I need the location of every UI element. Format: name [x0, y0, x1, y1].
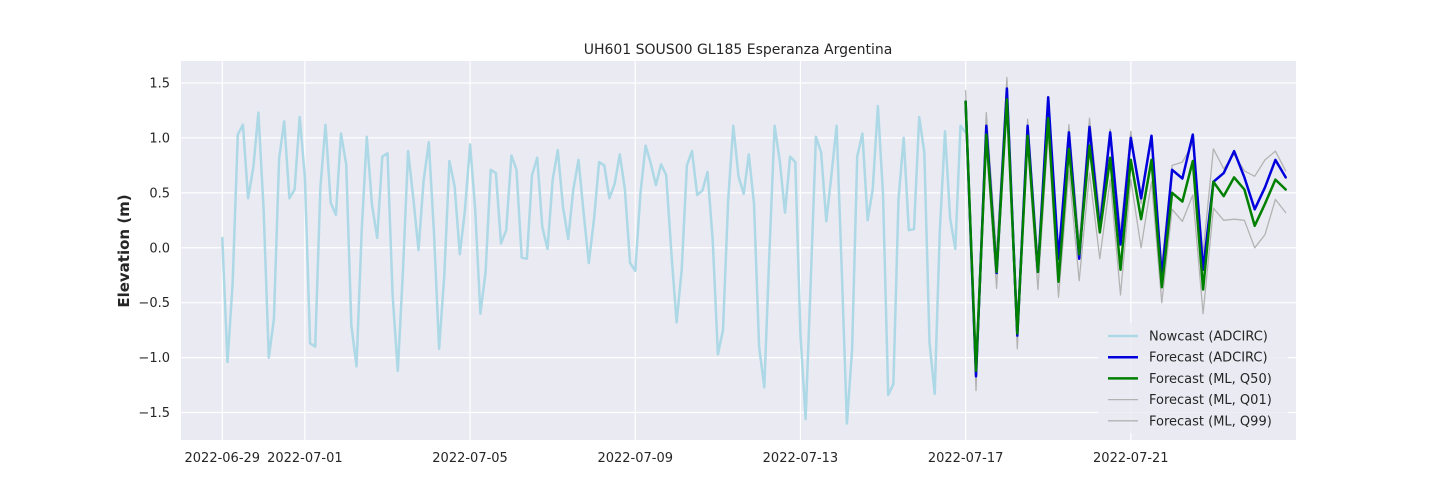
x-tick-label: 2022-06-29 [185, 451, 261, 466]
x-tick-label: 2022-07-21 [1093, 451, 1169, 466]
legend: Nowcast (ADCIRC) Forecast (ADCIRC) Forecas… [1098, 323, 1288, 433]
x-tick-labels: 2022-06-29 2022-07-01 2022-07-05 2022-07-09… [185, 451, 1169, 466]
x-tick-label: 2022-07-01 [267, 451, 343, 466]
y-tick-label: 0.0 [149, 241, 170, 256]
legend-label-forecast-ml-q50: Forecast (ML, Q50) [1149, 372, 1272, 387]
chart-title: UH601 SOUS00 GL185 Esperanza Argentina [584, 42, 893, 58]
legend-label-forecast-ml-q01: Forecast (ML, Q01) [1149, 393, 1272, 408]
x-tick-label: 2022-07-09 [597, 451, 673, 466]
y-tick-label: −1.0 [138, 351, 170, 366]
series-lines [221, 76, 1287, 425]
y-tick-labels: 1.5 1.0 0.5 0.0 −0.5 −1.0 −1.5 [138, 76, 170, 421]
y-tick-label: 1.0 [149, 131, 170, 146]
y-tick-label: 1.5 [149, 76, 170, 91]
legend-label-nowcast-adcirc: Nowcast (ADCIRC) [1149, 330, 1268, 345]
x-tick-label: 2022-07-17 [928, 451, 1004, 466]
x-tick-label: 2022-07-05 [432, 451, 508, 466]
series-line-nowcast-adcirc [221, 104, 967, 425]
legend-label-forecast-ml-q99: Forecast (ML, Q99) [1149, 414, 1272, 429]
y-tick-label: −1.5 [138, 406, 170, 421]
legend-label-forecast-adcirc: Forecast (ADCIRC) [1149, 351, 1268, 366]
y-tick-label: −0.5 [138, 296, 170, 311]
series-line-forecast-ml-q50 [964, 98, 1287, 373]
y-tick-label: 0.5 [149, 186, 170, 201]
x-tick-label: 2022-07-13 [763, 451, 839, 466]
y-axis-label: Elevation (m) [115, 194, 133, 307]
